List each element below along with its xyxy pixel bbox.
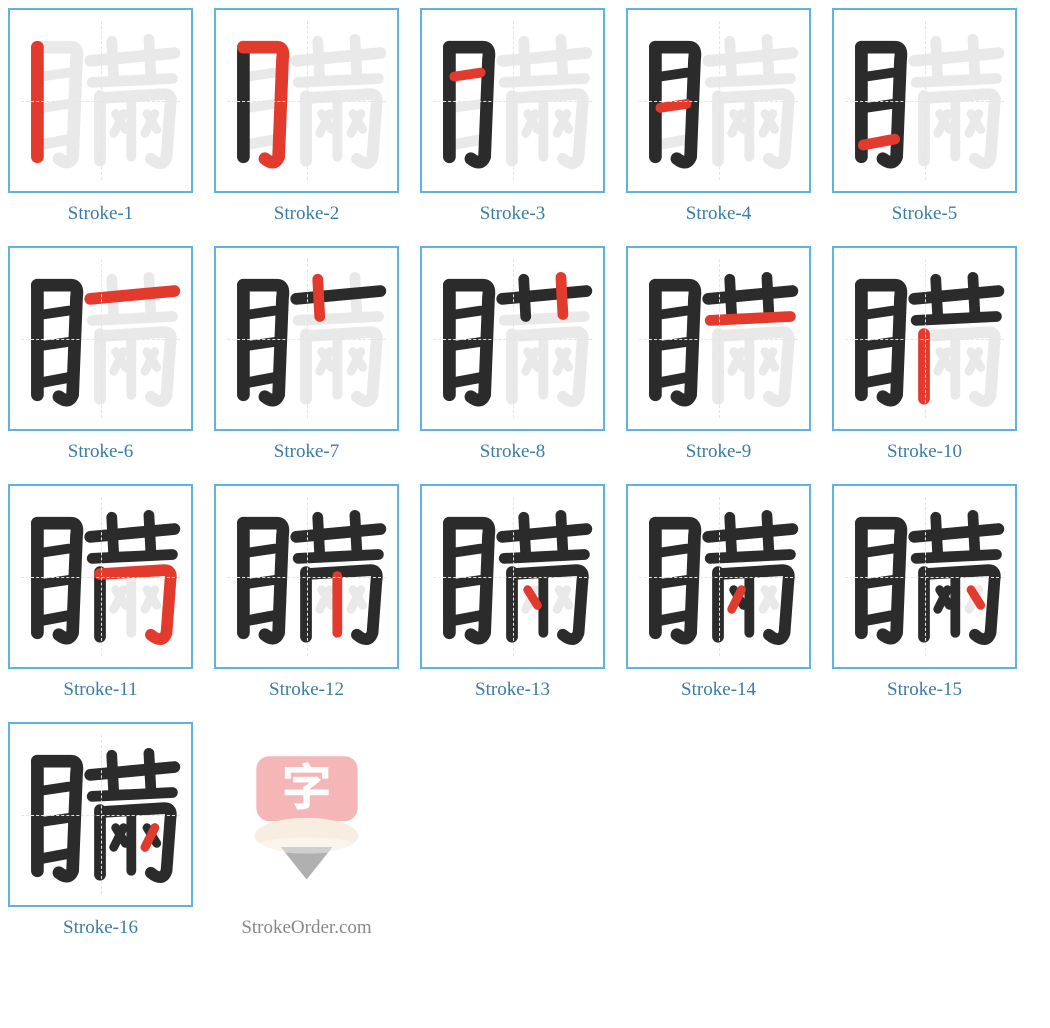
stroke-caption: Stroke-14 — [681, 679, 756, 701]
stroke-tile-14 — [626, 484, 811, 669]
stroke-cell-4: Stroke-4 — [626, 8, 811, 225]
stroke-tile-7 — [214, 246, 399, 431]
stroke-caption: Stroke-13 — [475, 679, 550, 701]
stroke-caption: Stroke-5 — [892, 203, 957, 225]
stroke-caption: Stroke-11 — [63, 679, 137, 701]
stroke-caption: Stroke-8 — [480, 441, 545, 463]
stroke-cell-9: Stroke-9 — [626, 246, 811, 463]
stroke-cell-12: Stroke-12 — [214, 484, 399, 701]
stroke-caption: Stroke-15 — [887, 679, 962, 701]
stroke-caption: Stroke-1 — [68, 203, 133, 225]
stroke-caption: Stroke-12 — [269, 679, 344, 701]
stroke-tile-1 — [8, 8, 193, 193]
stroke-caption: Stroke-2 — [274, 203, 339, 225]
stroke-cell-16: Stroke-16 — [8, 722, 193, 939]
stroke-tile-9 — [626, 246, 811, 431]
site-logo: 字 — [214, 722, 399, 907]
stroke-cell-14: Stroke-14 — [626, 484, 811, 701]
stroke-caption: Stroke-10 — [887, 441, 962, 463]
stroke-tile-2 — [214, 8, 399, 193]
svg-text:字: 字 — [281, 747, 331, 819]
stroke-tile-13 — [420, 484, 605, 669]
stroke-cell-15: Stroke-15 — [832, 484, 1017, 701]
stroke-cell-2: Stroke-2 — [214, 8, 399, 225]
stroke-cell-1: Stroke-1 — [8, 8, 193, 225]
stroke-cell-10: Stroke-10 — [832, 246, 1017, 463]
stroke-tile-3 — [420, 8, 605, 193]
stroke-tile-final — [8, 722, 193, 907]
stroke-caption: Stroke-3 — [480, 203, 545, 225]
stroke-caption: Stroke-16 — [63, 917, 138, 939]
stroke-cell-7: Stroke-7 — [214, 246, 399, 463]
stroke-cell-5: Stroke-5 — [832, 8, 1017, 225]
stroke-cell-13: Stroke-13 — [420, 484, 605, 701]
stroke-cell-6: Stroke-6 — [8, 246, 193, 463]
stroke-caption: Stroke-7 — [274, 441, 339, 463]
stroke-cell-8: Stroke-8 — [420, 246, 605, 463]
credit-cell: 字 StrokeOrder.com — [214, 722, 399, 939]
stroke-caption: Stroke-6 — [68, 441, 133, 463]
stroke-cell-3: Stroke-3 — [420, 8, 605, 225]
stroke-tile-4 — [626, 8, 811, 193]
site-credit: StrokeOrder.com — [241, 917, 371, 939]
stroke-caption: Stroke-9 — [686, 441, 751, 463]
stroke-tile-11 — [8, 484, 193, 669]
stroke-tile-6 — [8, 246, 193, 431]
stroke-tile-8 — [420, 246, 605, 431]
stroke-tile-15 — [832, 484, 1017, 669]
stroke-cell-11: Stroke-11 — [8, 484, 193, 701]
stroke-tile-10 — [832, 246, 1017, 431]
stroke-tile-5 — [832, 8, 1017, 193]
stroke-tile-12 — [214, 484, 399, 669]
stroke-grid: Stroke-1 Stroke-2 Stroke-3 Stroke-4 Stro… — [8, 8, 1042, 939]
stroke-caption: Stroke-4 — [686, 203, 751, 225]
